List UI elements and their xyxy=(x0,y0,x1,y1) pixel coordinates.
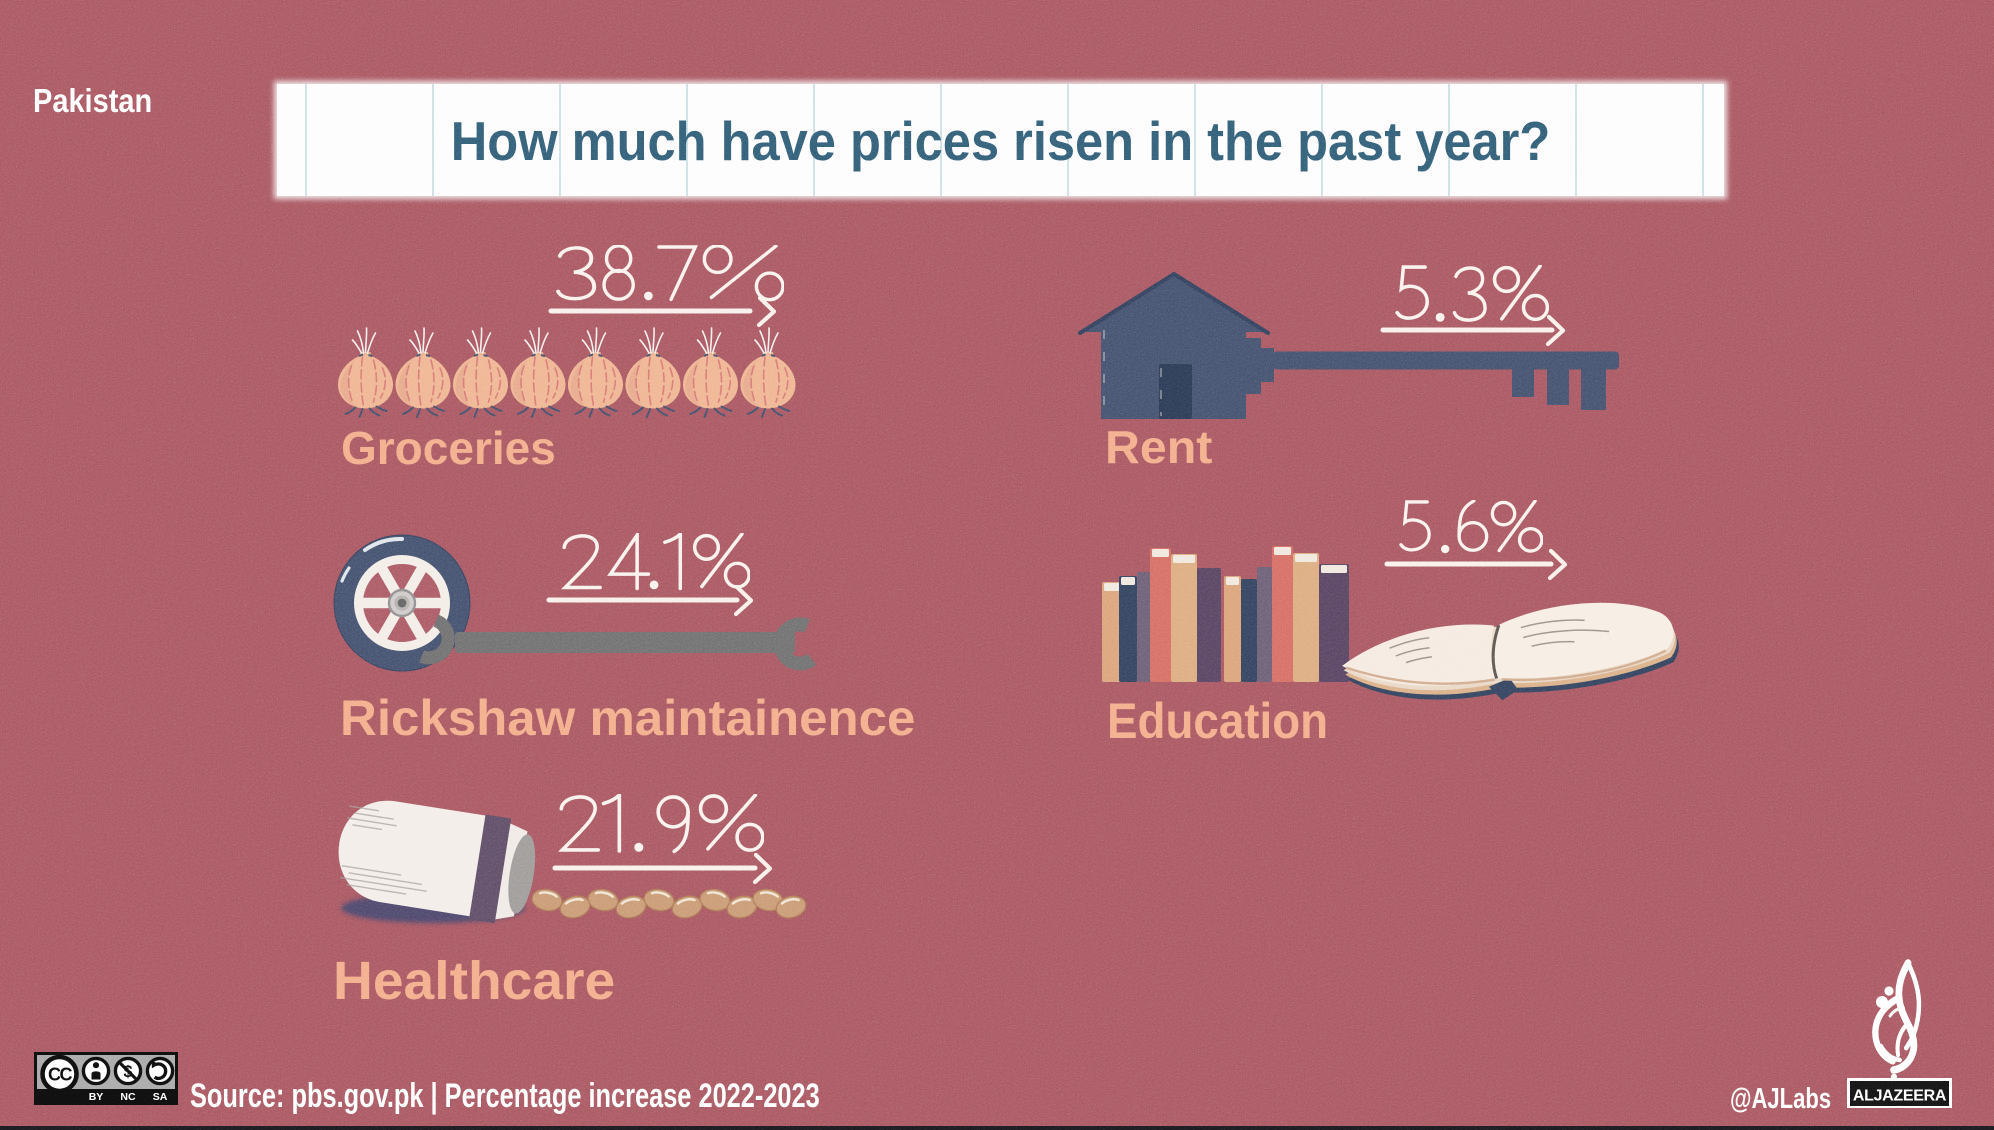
svg-text:SA: SA xyxy=(153,1091,168,1103)
svg-text:NC: NC xyxy=(120,1091,136,1103)
svg-text:CC: CC xyxy=(48,1065,72,1085)
svg-text:ALJAZEERA: ALJAZEERA xyxy=(1853,1088,1947,1105)
svg-text:BY: BY xyxy=(89,1091,104,1103)
